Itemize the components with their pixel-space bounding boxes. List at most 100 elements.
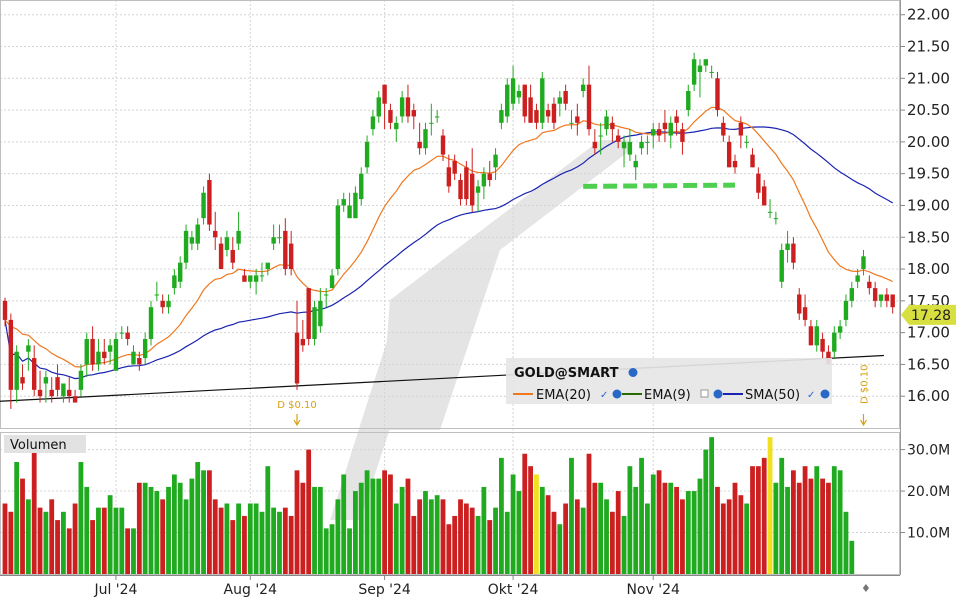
legend-ema20-label: EMA(20) — [536, 388, 591, 403]
candle — [166, 294, 171, 314]
volume-bar — [323, 528, 329, 574]
candle — [569, 110, 574, 130]
legend-ema9-checkbox-icon[interactable] — [700, 389, 709, 398]
volume-bar — [837, 470, 843, 574]
candle — [867, 275, 872, 295]
volume-panel — [0, 432, 900, 575]
volume-bar — [14, 462, 20, 574]
legend-sma50-check-icon[interactable]: ✓ — [807, 390, 815, 401]
candle — [458, 173, 463, 206]
volume-bar — [101, 507, 107, 574]
volume-bar — [31, 437, 37, 574]
time-tick-label: Okt '24 — [488, 582, 539, 598]
candle — [639, 135, 644, 155]
volume-bar — [697, 478, 703, 574]
scroll-right-icon[interactable]: ♦ — [861, 582, 871, 595]
candle — [253, 269, 259, 295]
candle — [189, 230, 195, 250]
candle — [359, 167, 364, 206]
dividend-arrow-icon — [293, 414, 301, 427]
volume-tick-label: 30.0M — [907, 443, 950, 459]
candle — [464, 160, 469, 206]
volume-tick-label: 10.0M — [907, 526, 950, 542]
volume-bar — [656, 470, 662, 574]
candle — [96, 338, 101, 371]
volume-bar — [831, 466, 837, 574]
candle — [750, 148, 755, 168]
candle — [697, 59, 703, 98]
legend-ema20-settings-icon[interactable] — [612, 389, 622, 399]
candle — [78, 364, 84, 397]
legend-sma50-settings-icon[interactable] — [820, 389, 830, 399]
candle — [837, 319, 843, 339]
last-price-tag: 17.28 — [901, 304, 956, 325]
volume-bar — [761, 457, 767, 574]
volume-bar — [826, 482, 831, 574]
candle — [2, 297, 8, 327]
volume-bar — [732, 482, 738, 574]
volume-bar — [364, 470, 370, 574]
volume-bar — [791, 470, 796, 574]
volume-bar — [382, 470, 387, 574]
candle — [884, 288, 890, 308]
sma50-line — [4, 126, 893, 380]
volume-bar — [849, 540, 855, 574]
volume-bar — [353, 491, 358, 574]
candles-layer — [2, 52, 895, 409]
candle — [248, 275, 253, 289]
volume-bar — [685, 491, 691, 574]
candle — [586, 65, 592, 136]
candle — [680, 122, 685, 155]
volume-bar — [399, 486, 405, 574]
price-tick-label: 19.00 — [907, 196, 950, 214]
volume-bar — [265, 466, 271, 574]
candle — [767, 199, 773, 219]
volume-bar — [247, 503, 253, 574]
candle — [172, 269, 177, 295]
candle — [347, 192, 352, 219]
candle — [277, 224, 282, 244]
legend-ema20-check-icon[interactable]: ✓ — [600, 390, 608, 401]
candle — [662, 110, 668, 142]
volume-bar — [434, 495, 440, 574]
price-tick-label: 20.50 — [907, 101, 950, 119]
time-tick-label: Sep '24 — [358, 582, 411, 598]
candle — [324, 288, 329, 308]
legend-ema9-settings-icon[interactable] — [713, 389, 723, 399]
volume-bar — [55, 520, 60, 574]
candle — [394, 116, 399, 142]
candle — [382, 84, 387, 130]
volume-bar — [580, 507, 586, 574]
volume-bar — [312, 486, 317, 574]
volume-bar — [715, 486, 720, 574]
candle — [107, 338, 113, 365]
candle — [265, 262, 270, 276]
volume-bar — [317, 486, 323, 574]
legend-symbol-settings-icon[interactable] — [628, 368, 638, 377]
price-tick-label: 21.00 — [907, 69, 950, 87]
candle — [616, 129, 621, 149]
volume-bar — [136, 482, 142, 574]
volume-bar — [183, 499, 189, 574]
volume-bar — [674, 486, 679, 574]
candle — [446, 154, 452, 193]
volume-bar — [767, 437, 773, 574]
candle — [49, 377, 54, 403]
volume-bar — [487, 520, 493, 574]
volume-bar — [142, 482, 148, 574]
volume-bar — [341, 474, 347, 574]
volume-bar — [160, 499, 166, 574]
candle — [470, 148, 475, 212]
volume-bar — [802, 466, 808, 574]
candle — [207, 173, 212, 231]
candle — [364, 135, 370, 174]
dividend-marker: D $0.10 — [277, 400, 317, 427]
candle — [8, 313, 14, 409]
candle — [259, 262, 265, 282]
candle — [481, 167, 487, 200]
volume-bar — [166, 486, 171, 574]
volume-bar — [411, 515, 417, 574]
candle — [762, 180, 767, 206]
volume-bar — [417, 499, 423, 574]
candle — [242, 269, 247, 282]
